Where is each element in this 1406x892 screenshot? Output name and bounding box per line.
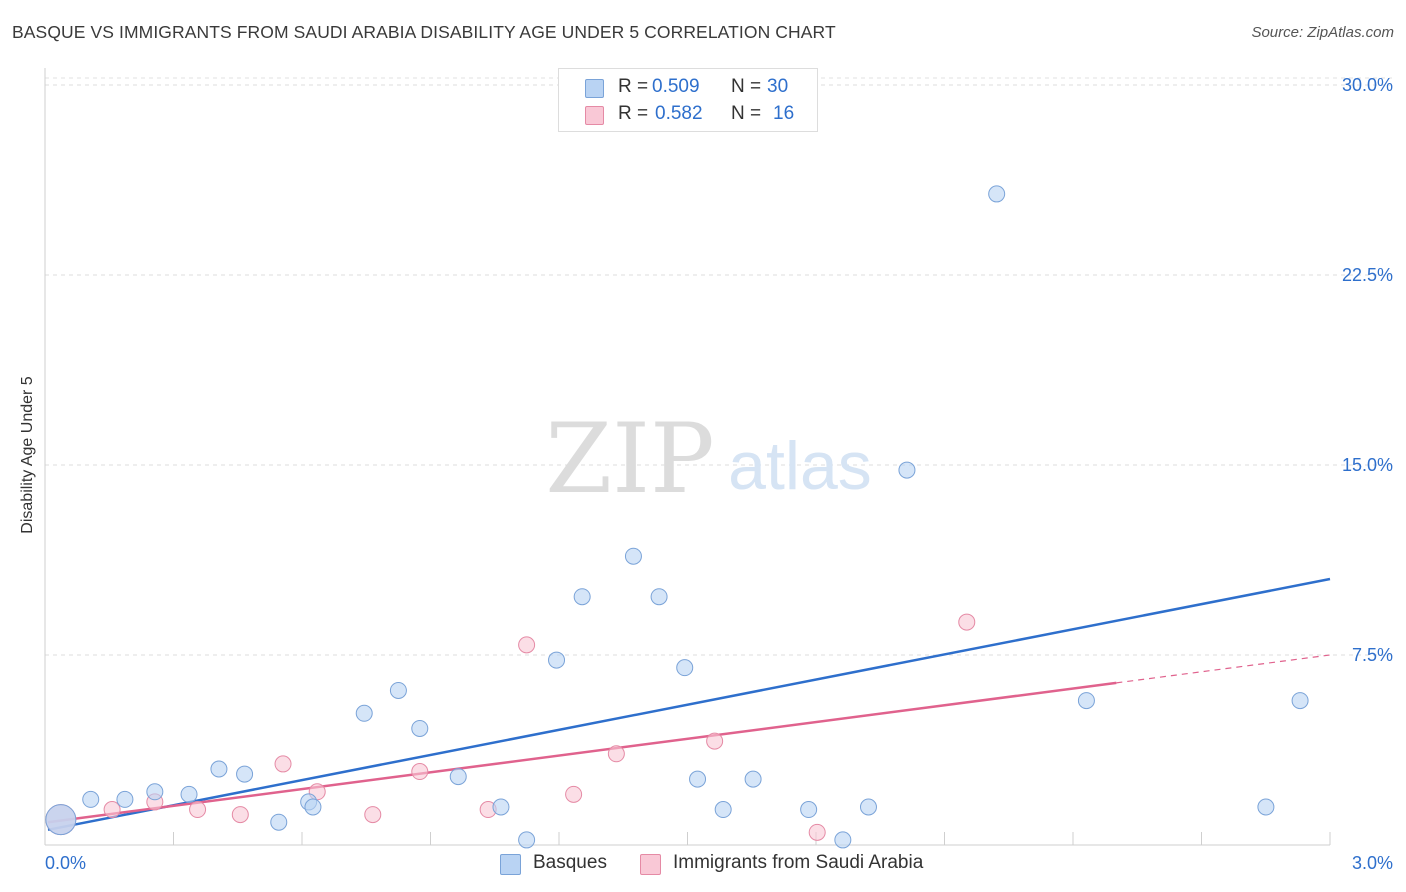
basques-point bbox=[744, 770, 762, 788]
basques-point bbox=[270, 813, 288, 831]
n-label: N = bbox=[731, 76, 762, 97]
r-value-basques: 0.509 bbox=[652, 76, 700, 97]
basques-legend-label: Basques bbox=[533, 852, 607, 873]
watermark-atlas: atlas bbox=[728, 428, 872, 504]
basques-point bbox=[116, 790, 134, 808]
saudi-trend-extension bbox=[1116, 654, 1331, 684]
basques-point bbox=[689, 770, 707, 788]
saudi-point bbox=[607, 745, 625, 763]
chart-title: BASQUE VS IMMIGRANTS FROM SAUDI ARABIA D… bbox=[12, 22, 836, 42]
saudi-point bbox=[231, 806, 249, 824]
source-credit: Source: ZipAtlas.com bbox=[1251, 24, 1394, 41]
basques-point bbox=[492, 798, 510, 816]
y-axis-label: Disability Age Under 5 bbox=[19, 376, 36, 534]
axes bbox=[44, 68, 1331, 846]
basques-point bbox=[1291, 692, 1309, 710]
r-label: R = bbox=[618, 103, 649, 124]
basques-point bbox=[210, 760, 228, 778]
saudi-point bbox=[808, 823, 826, 841]
r-label: R = bbox=[618, 76, 649, 97]
saudi-point bbox=[411, 763, 429, 781]
basques-point bbox=[834, 831, 852, 849]
basques-point bbox=[676, 659, 694, 677]
saudi-point bbox=[706, 732, 724, 750]
basques-point bbox=[1077, 692, 1095, 710]
n-value-saudi: 16 bbox=[773, 103, 795, 124]
basques-point bbox=[548, 651, 566, 669]
basques-point bbox=[898, 461, 916, 479]
saudi-point bbox=[518, 636, 536, 654]
correlation-legend: R = 0.509 N = 30 R = 0.582 N = 16 bbox=[558, 68, 818, 132]
y-tick-label: 22.5% bbox=[1342, 265, 1393, 285]
basques-point bbox=[82, 790, 100, 808]
grid-lines bbox=[45, 77, 1392, 656]
y-tick-label: 7.5% bbox=[1352, 645, 1393, 665]
basques-point bbox=[518, 831, 536, 849]
basques-trend-line bbox=[47, 577, 1331, 832]
n-value-basques: 30 bbox=[767, 76, 789, 97]
y-tick-label: 15.0% bbox=[1342, 455, 1393, 475]
watermark: ZIP atlas bbox=[545, 403, 871, 515]
basques-swatch bbox=[585, 79, 604, 98]
basques-point bbox=[624, 547, 642, 565]
saudi-point bbox=[103, 801, 121, 819]
basques-point bbox=[449, 768, 467, 786]
trend-lines bbox=[47, 577, 1331, 832]
basques-point bbox=[1257, 798, 1275, 816]
basques-point bbox=[389, 681, 407, 699]
saudi-point bbox=[565, 785, 583, 803]
saudi-point bbox=[364, 806, 382, 824]
saudi-legend-swatch bbox=[640, 854, 661, 875]
basques-point bbox=[411, 719, 429, 737]
basques-point bbox=[180, 785, 198, 803]
basques-point bbox=[573, 588, 591, 606]
basques-point bbox=[236, 765, 254, 783]
x-tick-label-min: 0.0% bbox=[45, 853, 86, 873]
basques-point bbox=[304, 798, 322, 816]
basques-point bbox=[45, 804, 77, 836]
saudi-legend-label: Immigrants from Saudi Arabia bbox=[673, 852, 924, 873]
watermark-zip: ZIP bbox=[545, 403, 714, 515]
saudi-point bbox=[274, 755, 292, 773]
basques-point bbox=[650, 588, 668, 606]
x-tick-label-max: 3.0% bbox=[1352, 853, 1393, 873]
basques-point bbox=[146, 783, 164, 801]
saudi-swatch bbox=[585, 106, 604, 125]
basques-point bbox=[800, 801, 818, 819]
basques-point bbox=[859, 798, 877, 816]
tick-labels: 7.5% 15.0% 22.5% 30.0% 0.0% 3.0% bbox=[45, 75, 1393, 873]
basques-point bbox=[714, 801, 732, 819]
n-label: N = bbox=[731, 103, 762, 124]
y-tick-label: 30.0% bbox=[1342, 75, 1393, 95]
data-points bbox=[45, 185, 1309, 849]
r-value-saudi: 0.582 bbox=[655, 103, 703, 124]
saudi-point bbox=[958, 613, 976, 631]
basques-point bbox=[988, 185, 1006, 203]
saudi-trend-line bbox=[47, 681, 1117, 824]
saudi-point bbox=[189, 801, 207, 819]
basques-point bbox=[355, 704, 373, 722]
basques-legend-swatch bbox=[500, 854, 521, 875]
